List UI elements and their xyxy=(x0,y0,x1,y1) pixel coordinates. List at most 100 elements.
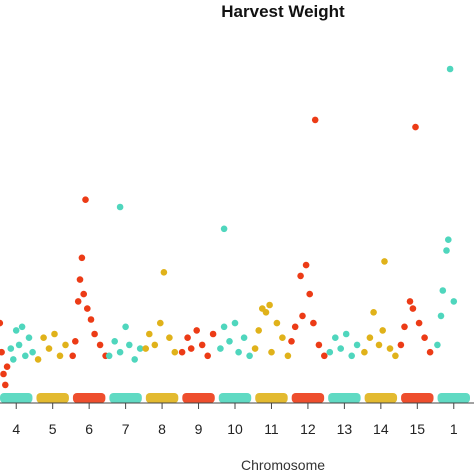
data-point-80 xyxy=(337,345,345,352)
data-point-104 xyxy=(445,236,452,243)
data-point-56 xyxy=(235,348,242,356)
data-point-66 xyxy=(279,334,286,342)
data-point-75 xyxy=(311,116,319,124)
x-tick-layer: 4 5 6 7 8 9 10 11 12 13 14 15 1 xyxy=(12,403,458,437)
data-point-49 xyxy=(198,341,206,349)
x-tick-label-11: 11 xyxy=(264,421,279,437)
data-point-18 xyxy=(62,341,69,349)
data-point-53 xyxy=(220,323,228,331)
data-point-101 xyxy=(437,312,445,320)
data-point-34 xyxy=(122,323,129,331)
chart-title: Harvest Weight xyxy=(221,2,345,21)
data-point-15 xyxy=(45,345,53,352)
data-point-62 xyxy=(262,309,270,316)
chromosome-band-14 xyxy=(364,393,398,403)
data-point-93 xyxy=(401,323,408,331)
x-tick-label-8: 8 xyxy=(158,421,166,437)
data-point-67 xyxy=(284,352,292,360)
data-point-99 xyxy=(426,348,434,356)
data-point-11 xyxy=(25,334,33,342)
data-point-28 xyxy=(91,330,98,338)
data-point-41 xyxy=(157,319,164,327)
data-point-20 xyxy=(72,338,79,345)
data-point-74 xyxy=(310,319,317,327)
chromosome-band-6 xyxy=(72,393,106,403)
data-point-97 xyxy=(415,319,423,327)
data-point-94 xyxy=(406,298,414,305)
chromosome-band-12 xyxy=(291,393,325,403)
data-point-65 xyxy=(273,319,281,327)
data-point-13 xyxy=(34,356,42,363)
data-point-78 xyxy=(326,348,334,356)
data-point-0 xyxy=(0,319,4,327)
x-axis-label: Chromosome xyxy=(241,457,325,473)
chromosome-band-15 xyxy=(401,393,434,403)
data-point-37 xyxy=(136,345,144,352)
data-point-60 xyxy=(255,327,262,334)
chromosome-band-10 xyxy=(218,393,252,403)
data-point-40 xyxy=(151,341,159,349)
data-point-50 xyxy=(204,352,211,360)
data-point-35 xyxy=(126,341,133,349)
data-point-7 xyxy=(12,327,20,334)
data-point-96 xyxy=(412,123,419,131)
data-point-85 xyxy=(366,334,374,342)
data-point-92 xyxy=(397,341,405,349)
data-point-29 xyxy=(96,341,104,349)
data-point-23 xyxy=(78,254,86,262)
data-point-59 xyxy=(251,345,259,352)
chromosome-band-13 xyxy=(328,393,361,403)
chromosome-band-11 xyxy=(255,393,288,403)
data-point-1 xyxy=(0,348,5,356)
data-point-39 xyxy=(146,330,153,338)
data-point-14 xyxy=(40,334,47,342)
chromosome-band-8 xyxy=(145,393,179,403)
data-point-88 xyxy=(379,327,387,334)
x-tick-label-6: 6 xyxy=(85,421,93,437)
data-point-12 xyxy=(29,348,36,356)
x-tick-label-1: 1 xyxy=(450,421,458,437)
data-point-77 xyxy=(321,352,328,360)
data-point-72 xyxy=(302,261,310,269)
data-point-95 xyxy=(409,305,417,312)
data-point-44 xyxy=(171,348,179,356)
data-point-83 xyxy=(353,341,361,349)
data-point-6 xyxy=(10,356,17,363)
data-point-19 xyxy=(69,352,76,360)
data-point-79 xyxy=(332,334,339,342)
data-point-51 xyxy=(209,330,217,338)
data-point-25 xyxy=(82,196,89,203)
data-point-70 xyxy=(297,272,304,280)
x-tick-label-14: 14 xyxy=(373,421,389,437)
data-point-43 xyxy=(166,334,173,342)
x-tick-label-4: 4 xyxy=(12,421,20,437)
data-point-3 xyxy=(2,381,9,389)
data-point-106 xyxy=(450,298,458,305)
data-point-91 xyxy=(392,352,399,360)
data-point-87 xyxy=(375,341,383,349)
x-tick-label-9: 9 xyxy=(195,421,203,437)
data-point-84 xyxy=(361,348,368,356)
data-point-86 xyxy=(370,309,377,316)
data-point-26 xyxy=(84,305,91,312)
data-point-52 xyxy=(217,345,224,352)
data-point-46 xyxy=(184,334,191,342)
data-point-9 xyxy=(18,323,26,331)
data-point-layer xyxy=(0,65,458,389)
data-point-68 xyxy=(288,338,295,345)
data-point-64 xyxy=(268,348,275,356)
x-tick-label-5: 5 xyxy=(49,421,57,437)
data-point-58 xyxy=(246,352,253,360)
data-point-81 xyxy=(342,330,350,338)
outlier-point-chr10 xyxy=(220,225,228,233)
data-point-16 xyxy=(51,330,58,338)
chromosome-band-9 xyxy=(182,393,215,403)
data-point-17 xyxy=(56,352,64,360)
data-point-45 xyxy=(178,348,186,356)
data-point-73 xyxy=(306,290,314,298)
data-point-76 xyxy=(315,341,323,349)
data-point-42 xyxy=(160,269,168,276)
data-point-98 xyxy=(421,334,428,342)
data-point-48 xyxy=(193,327,200,334)
baseline-band-layer xyxy=(0,393,470,403)
